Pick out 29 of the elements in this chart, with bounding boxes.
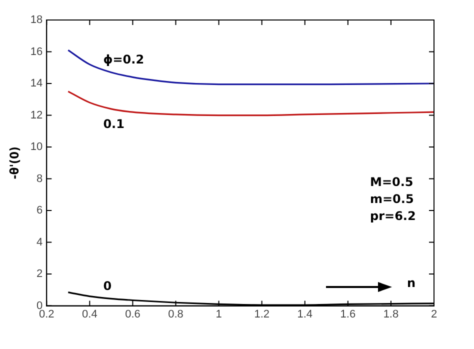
line-series	[67, 49, 434, 86]
y-tick-label: 8	[36, 172, 43, 185]
series-label: 0	[103, 278, 112, 293]
y-tick-label: 4	[36, 236, 43, 248]
x-tick-label: 0.8	[168, 308, 184, 320]
y-tick-label: 12	[30, 109, 43, 122]
annotation: M=0.5	[370, 175, 414, 190]
x-tick-label: 1.8	[383, 308, 399, 320]
x-tick-label: 0.2	[38, 308, 54, 320]
annotation: n	[407, 276, 416, 290]
x-tick-label: 0.4	[82, 308, 98, 320]
x-tick-label: 1.6	[340, 308, 356, 320]
y-tick-label: 10	[30, 141, 43, 154]
x-tick-label: 0.6	[125, 308, 140, 320]
x-tick-label: 1.4	[297, 308, 313, 320]
annotation: m=0.5	[370, 192, 414, 206]
series-label: 0.1	[103, 117, 124, 132]
y-tick-label: 16	[30, 46, 43, 58]
y-axis-title: -θ'(0)	[7, 146, 22, 180]
x-tick-label: 1.2	[254, 308, 270, 320]
series-label: ϕ=0.2	[103, 52, 144, 67]
y-tick-label: 14	[30, 78, 43, 90]
line-series	[67, 90, 434, 116]
y-tick-label: 6	[36, 204, 43, 217]
x-tick-label: 2	[430, 308, 438, 320]
y-tick-label: 2	[36, 268, 43, 280]
x-tick-label: 1	[216, 308, 222, 320]
annotation: pr=6.2	[370, 209, 416, 224]
y-tick-label: 18	[30, 14, 43, 26]
